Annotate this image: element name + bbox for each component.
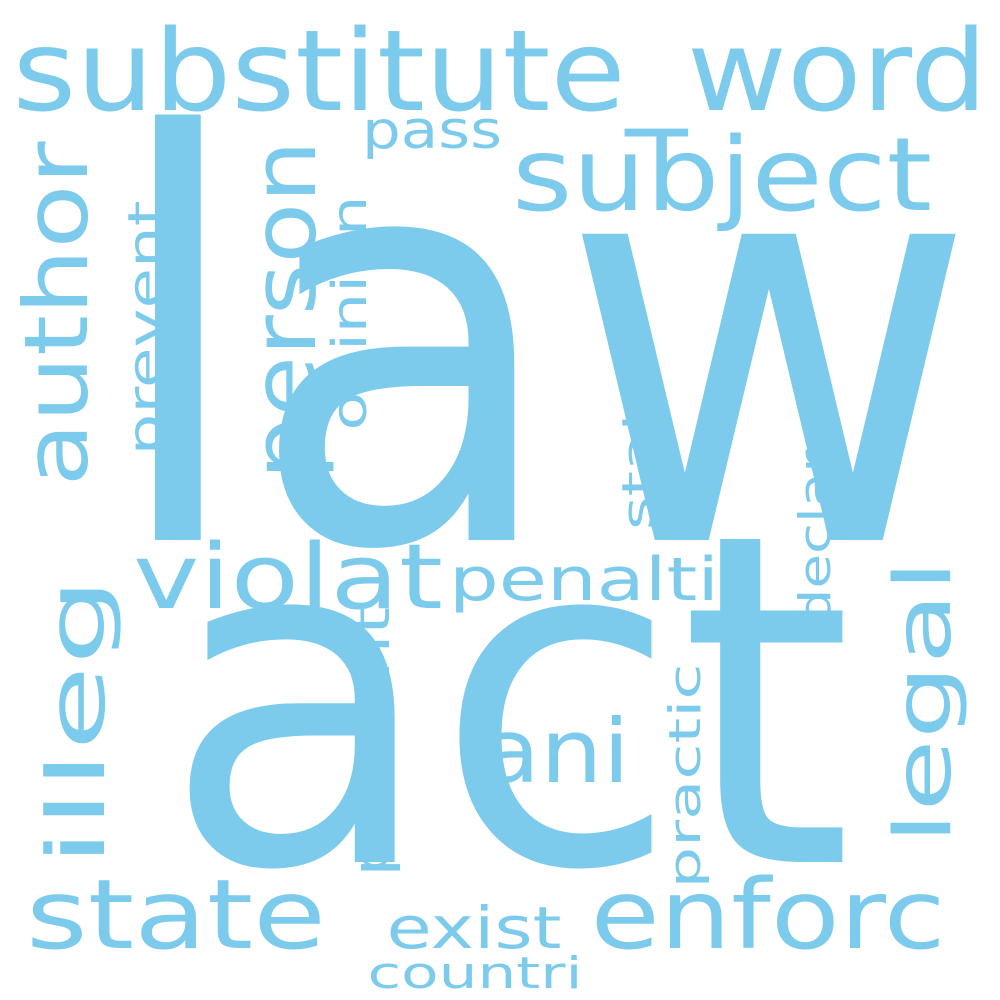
word-author: author [5, 141, 108, 487]
word-pass: pass [362, 101, 502, 161]
word-exist: exist [387, 894, 562, 962]
word-declar: declar [790, 448, 841, 624]
word-countri: countri [368, 948, 583, 999]
word-practic: practic [660, 664, 711, 889]
word-penalti: penalti [449, 545, 719, 615]
word-present: present [342, 607, 402, 877]
word-person: person [233, 140, 336, 480]
word-statut: statut [613, 340, 664, 530]
word-opinion: opinion [322, 196, 378, 431]
word-act: act [163, 436, 853, 971]
word-prevent: prevent [118, 201, 174, 456]
word-illeg: illeg [30, 577, 123, 867]
word-subject: subject [512, 116, 932, 235]
word-legal: legal [879, 560, 969, 845]
word-state: state [26, 859, 326, 971]
word-enforc: enforc [591, 859, 946, 971]
word-ani: ani [480, 700, 630, 803]
word-law: law [107, 21, 977, 673]
word-violat: violat [133, 525, 443, 630]
word-substitute-word: substitute_word [13, 7, 988, 137]
